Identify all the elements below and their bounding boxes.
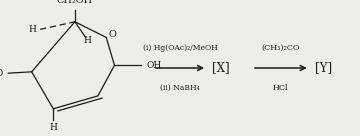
Text: H: H [49,123,57,132]
Text: [X]: [X] [212,61,229,75]
Text: [Y]: [Y] [315,61,332,75]
Text: (CH₃)₂CO: (CH₃)₂CO [262,44,300,52]
Text: OH: OH [147,61,162,70]
Text: H: H [29,25,37,34]
Text: HCl: HCl [273,84,289,92]
Text: HO: HO [0,69,3,78]
Text: O: O [109,30,117,39]
Text: (i) Hg(OAc)₂/MeOH: (i) Hg(OAc)₂/MeOH [143,44,217,52]
Text: (ii) NaBH₄: (ii) NaBH₄ [160,84,200,92]
Text: CH₂OH: CH₂OH [57,0,93,5]
Text: H: H [84,36,91,45]
